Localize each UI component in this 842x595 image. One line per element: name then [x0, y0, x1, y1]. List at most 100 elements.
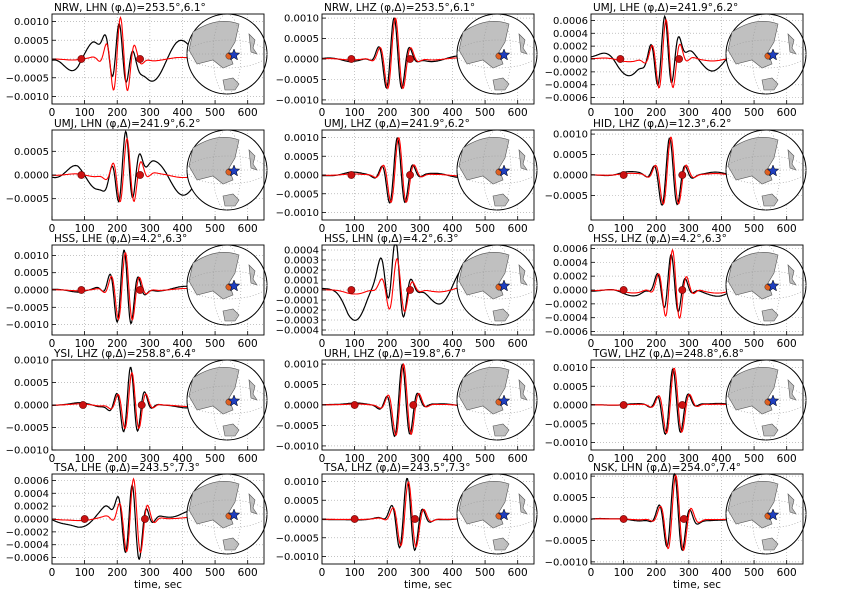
synthetic-trace: [322, 17, 463, 90]
x-tick-label: 200: [646, 453, 666, 465]
x-tick-label: 500: [475, 567, 495, 579]
x-tick-label: 200: [107, 453, 127, 465]
window-marker: [77, 171, 86, 179]
y-tick-label: −0.0005: [545, 536, 588, 547]
y-tick-label: −0.0005: [276, 421, 319, 432]
x-tick-label: 400: [172, 223, 192, 235]
y-tick-label: 0.0000: [553, 515, 588, 526]
x-tick-label: 500: [744, 223, 764, 235]
globe-inset: [456, 129, 538, 211]
y-tick-label: 0.0000: [14, 171, 49, 182]
globe-inset: [725, 473, 807, 555]
x-tick-label: 0: [319, 567, 326, 579]
y-tick-label: 0.0010: [284, 133, 319, 144]
x-tick-label: 300: [679, 453, 699, 465]
epicenter-star-icon: [766, 394, 780, 407]
x-axis-label: time, sec: [673, 579, 721, 591]
x-tick-label: 400: [711, 223, 731, 235]
x-tick-label: 0: [319, 338, 326, 350]
y-tick-label: 0.0010: [284, 14, 319, 25]
x-tick-label: 0: [588, 338, 595, 350]
panel-13: 0 100 200 300 400 500 600 −0.0006 −0.0004 −0.0002…: [6, 462, 268, 591]
x-tick-label: 600: [238, 223, 258, 235]
x-tick-label: 300: [679, 107, 699, 119]
synthetic-trace: [590, 18, 732, 89]
y-tick-label: −0.0002: [6, 527, 49, 538]
y-tick-label: 0.0000: [284, 401, 319, 412]
panel-14: 0 100 200 300 400 500 600 −0.0010 −0.0005 0.0000 0…: [276, 462, 538, 591]
y-tick-label: 0.0001: [284, 276, 319, 287]
x-tick-label: 400: [442, 338, 462, 350]
window-marker: [77, 286, 86, 294]
y-tick-label: −0.0005: [6, 423, 49, 434]
x-tick-label: 300: [140, 107, 160, 119]
x-tick-label: 300: [679, 338, 699, 350]
x-tick-label: 300: [410, 567, 430, 579]
x-tick-label: 100: [345, 453, 365, 465]
y-tick-label: 0.0000: [284, 171, 319, 182]
epicenter-star-icon: [227, 394, 241, 407]
window-marker: [347, 286, 356, 294]
epicenter-star-icon: [497, 164, 511, 177]
x-tick-label: 500: [744, 107, 764, 119]
window-marker: [411, 515, 419, 523]
synthetic-trace: [52, 15, 193, 92]
x-tick-label: 100: [614, 107, 634, 119]
x-tick-label: 100: [75, 338, 95, 350]
y-tick-label: −0.0003: [276, 316, 319, 327]
globe-inset: [456, 473, 538, 555]
epicenter-star-icon: [227, 279, 241, 292]
x-tick-label: 200: [107, 107, 127, 119]
x-tick-label: 100: [345, 107, 365, 119]
y-tick-label: 0.0006: [553, 244, 588, 255]
y-tick-label: 0.0004: [14, 489, 49, 500]
window-marker: [79, 401, 87, 409]
synthetic-trace: [52, 252, 193, 321]
observed-trace: [51, 129, 193, 203]
y-tick-label: 0.0006: [553, 16, 588, 27]
panel-title: YSI, LHZ (φ,Δ)=258.8°,6.4°: [53, 348, 196, 360]
japan-landmass: [518, 33, 528, 55]
y-tick-label: −0.0005: [276, 75, 319, 86]
x-tick-label: 200: [646, 338, 666, 350]
observed-trace: [322, 244, 463, 321]
window-marker: [678, 171, 687, 179]
window-marker: [350, 401, 359, 409]
y-tick-label: 0.0005: [284, 496, 319, 507]
epicenter-star-icon: [227, 508, 241, 521]
y-tick-label: −0.0002: [545, 299, 588, 310]
panel-title: TSA, LHZ (φ,Δ)=243.5°,7.3°: [323, 462, 470, 474]
x-tick-label: 500: [475, 223, 495, 235]
epicenter-star-icon: [766, 48, 780, 61]
window-marker: [347, 171, 356, 179]
japan-landmass: [518, 149, 528, 171]
x-tick-label: 300: [410, 107, 430, 119]
x-tick-label: 200: [377, 567, 397, 579]
y-tick-label: 0.0002: [553, 272, 588, 283]
panel-15: 0 100 200 300 400 500 600 −0.0010 −0.0005 0.0000 0…: [545, 462, 807, 591]
x-tick-label: 400: [172, 567, 192, 579]
y-tick-label: 0.0004: [553, 258, 588, 269]
panel-title: NRW, LHN (φ,Δ)=253.5°,6.1°: [54, 2, 206, 14]
graticule: [186, 270, 268, 300]
y-tick-label: −0.0002: [545, 67, 588, 78]
x-tick-label: 600: [777, 453, 797, 465]
x-tick-label: 300: [410, 338, 430, 350]
x-tick-label: 300: [140, 223, 160, 235]
y-tick-label: 0.0005: [553, 382, 588, 393]
globe-inset: [186, 359, 268, 441]
globe-inset: [456, 244, 538, 326]
x-tick-label: 400: [442, 567, 462, 579]
y-tick-label: 0.0005: [284, 34, 319, 45]
y-tick-label: −0.0010: [545, 438, 588, 449]
y-tick-label: 0.0005: [284, 380, 319, 391]
panel-title: HID, LHZ (φ,Δ)=12.3°,6.2°: [593, 118, 731, 130]
panel-title: TGW, LHZ (φ,Δ)=248.8°,6.8°: [592, 348, 744, 360]
x-tick-label: 300: [410, 453, 430, 465]
x-tick-label: 500: [205, 107, 225, 119]
y-tick-label: −0.0001: [276, 296, 319, 307]
globe-inset: [456, 359, 538, 441]
x-tick-label: 600: [777, 107, 797, 119]
globe-inset: [725, 13, 807, 95]
